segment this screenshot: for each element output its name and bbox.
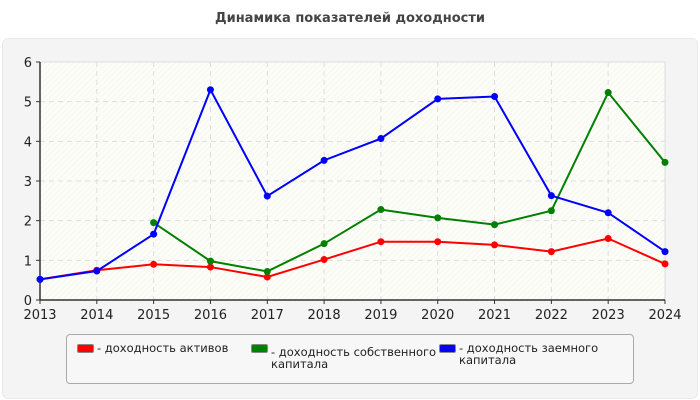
legend-item-equity: - доходность собственного капитала [251, 342, 451, 370]
data-point-0 [661, 260, 669, 268]
data-point-2 [604, 209, 612, 217]
data-point-2 [491, 93, 499, 101]
data-point-2 [661, 248, 669, 256]
data-point-2 [36, 275, 44, 283]
x-tick-label: 2022 [535, 308, 568, 323]
data-point-2 [434, 95, 442, 103]
data-point-2 [377, 135, 385, 143]
legend-swatch-blue [439, 344, 456, 353]
data-point-2 [547, 192, 555, 200]
data-point-1 [150, 219, 158, 227]
chart-title: Динамика показателей доходности [215, 11, 485, 26]
data-point-0 [206, 263, 214, 271]
data-point-1 [604, 89, 612, 97]
x-tick-label: 2015 [137, 308, 170, 323]
x-tick-label: 2018 [308, 308, 341, 323]
y-tick-label: 1 [24, 254, 32, 269]
data-point-2 [206, 86, 214, 94]
legend-label: - доходность активов [97, 341, 229, 355]
legend-swatch-green [251, 344, 268, 353]
x-tick-label: 2013 [23, 308, 56, 323]
data-point-1 [547, 207, 555, 215]
x-tick-label: 2020 [421, 308, 454, 323]
data-point-0 [434, 238, 442, 246]
series-line-1 [153, 90, 666, 273]
legend-label: - доходность собственного капитала [271, 345, 437, 371]
x-tick-label: 2017 [251, 308, 284, 323]
y-tick-label: 6 [24, 56, 32, 71]
data-point-1 [434, 214, 442, 222]
legend: - доходность активов - доходность собств… [66, 334, 634, 384]
x-tick-label: 2023 [592, 308, 625, 323]
data-point-1 [263, 267, 271, 275]
data-point-2 [320, 156, 328, 164]
data-point-0 [377, 238, 385, 246]
data-point-0 [150, 260, 158, 268]
legend-item-debt: - доходность заемного капитала [439, 342, 619, 366]
data-point-0 [547, 248, 555, 256]
data-point-0 [491, 241, 499, 249]
legend-item-assets: - доходность активов [77, 342, 228, 354]
data-point-1 [377, 206, 385, 214]
x-tick-label: 2019 [364, 308, 397, 323]
data-point-1 [206, 257, 214, 265]
data-point-0 [263, 273, 271, 281]
series-line-0 [39, 237, 666, 281]
plot-area [39, 61, 666, 301]
legend-label: - доходность заемного капитала [459, 341, 599, 367]
x-tick-label: 2016 [194, 308, 227, 323]
data-point-2 [263, 192, 271, 200]
data-point-1 [320, 240, 328, 248]
legend-swatch-red [77, 344, 94, 353]
x-tick-label: 2024 [648, 308, 681, 323]
series-line-2 [39, 87, 666, 281]
data-point-0 [320, 256, 328, 264]
data-point-2 [150, 230, 158, 238]
y-tick-label: 4 [24, 135, 32, 150]
y-tick-label: 2 [24, 215, 32, 230]
x-tick-label: 2014 [80, 308, 113, 323]
y-tick-label: 5 [24, 96, 32, 111]
y-tick-label: 0 [24, 294, 32, 309]
y-tick-label: 3 [24, 175, 32, 190]
data-point-2 [93, 267, 101, 275]
data-point-0 [604, 235, 612, 243]
data-point-1 [491, 221, 499, 229]
data-point-1 [661, 158, 669, 166]
x-tick-label: 2021 [478, 308, 511, 323]
